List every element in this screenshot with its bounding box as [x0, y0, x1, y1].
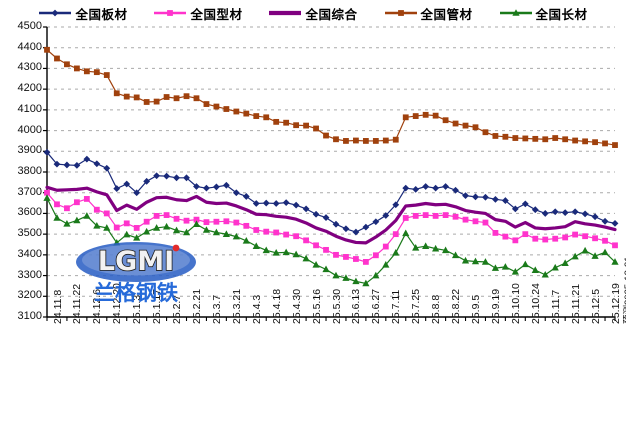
x-axis-tick-label: 25.11.21: [569, 283, 582, 324]
legend-item-4[interactable]: 全国管材: [384, 4, 473, 23]
x-axis-tick-label: 25.6.27: [370, 288, 383, 324]
legend-label: 全国板材: [75, 6, 128, 22]
x-axis-tick-label: 25.12.5: [589, 288, 602, 324]
x-axis-tick-label: 25.6.13: [350, 288, 363, 324]
legend-marker-diamond-icon: [39, 9, 72, 17]
y-axis-tick-label: 4100: [17, 102, 42, 115]
y-axis-tick-label: 3600: [17, 206, 42, 219]
y-axis-tick-label: 4500: [17, 20, 42, 32]
legend-item-2[interactable]: 全国型材: [153, 4, 242, 23]
x-axis-forecast-label: 预测2025-12-31: [622, 256, 626, 324]
x-axis-tick-label: 25.7.25: [410, 288, 423, 324]
x-axis-tick-label: 25.11.7: [549, 289, 562, 324]
y-axis-tick-label: 4000: [17, 123, 42, 136]
y-axis-tick-label: 4200: [17, 82, 42, 95]
y-axis-tick-label: 3400: [17, 247, 42, 260]
x-axis-tick-label: 24.12.20: [111, 283, 124, 324]
legend-label: 全国长材: [535, 6, 588, 22]
legend-label: 全国管材: [420, 6, 473, 22]
legend-marker-square-icon: [154, 10, 187, 16]
x-axis-tick-label: 25.4.3: [250, 294, 263, 324]
y-axis-tick-label: 3700: [17, 185, 42, 198]
legend-marker-square-icon: [384, 10, 417, 16]
x-axis-tick-label: 25.7.11: [390, 289, 403, 324]
x-axis-tick-label: 24.11.8: [51, 289, 64, 324]
x-axis-tick-label: 25.2.21: [191, 288, 203, 324]
x-axis-tick-label: 25.4.18: [270, 288, 283, 324]
x-axis-tick-label: 25.5.30: [330, 288, 343, 324]
x-axis-tick-label: 25.9.19: [489, 288, 502, 324]
legend-label: 全国综合: [305, 6, 358, 22]
legend-item-1[interactable]: 全国板材: [38, 4, 127, 23]
x-axis-tick-label: 25.9.5: [470, 294, 483, 324]
y-axis-tick-label: 3100: [17, 310, 42, 322]
x-axis-tick-label: 25.1.3: [131, 294, 144, 324]
x-axis-tick-label: 25.8.8: [430, 294, 443, 324]
x-axis-tick-label: 25.3.21: [230, 288, 243, 324]
x-axis-tick-label: 25.10.10: [509, 283, 522, 324]
chart-legend: 全国板材 全国型材 全国综合 全国管材 全国长材: [0, 2, 626, 24]
x-axis-tick-label: 25.10.24: [529, 283, 542, 324]
legend-item-3[interactable]: 全国综合: [268, 4, 357, 23]
x-axis-tick-label: 25.3.7: [210, 294, 223, 324]
y-axis-tick-label: 4300: [17, 61, 42, 74]
x-axis-tick-label: 24.12.6: [91, 288, 104, 324]
y-axis-tick-label: 3800: [17, 165, 42, 177]
y-axis-tick-label: 3500: [17, 227, 42, 240]
x-axis-tick-label: 25.2.7: [171, 294, 184, 324]
legend-item-5[interactable]: 全国长材: [499, 4, 588, 23]
y-axis-tick-label: 3200: [17, 289, 42, 302]
x-axis-tick-label: 25.8.22: [450, 288, 463, 324]
x-axis-tick-label: 25.1.17: [151, 288, 164, 324]
y-axis-tick-label: 3900: [17, 144, 42, 157]
x-axis-tick-label: 25.5.16: [310, 288, 323, 324]
x-axis-tick-label: 25.4.30: [290, 288, 303, 324]
legend-marker-none-icon: [269, 10, 302, 16]
legend-label: 全国型材: [190, 6, 243, 22]
legend-marker-triangle-icon: [499, 9, 532, 16]
x-axis-tick-label: 24.11.22: [71, 283, 84, 324]
y-axis-tick-label: 4400: [17, 40, 42, 53]
y-axis-tick-label: 3300: [17, 268, 42, 281]
